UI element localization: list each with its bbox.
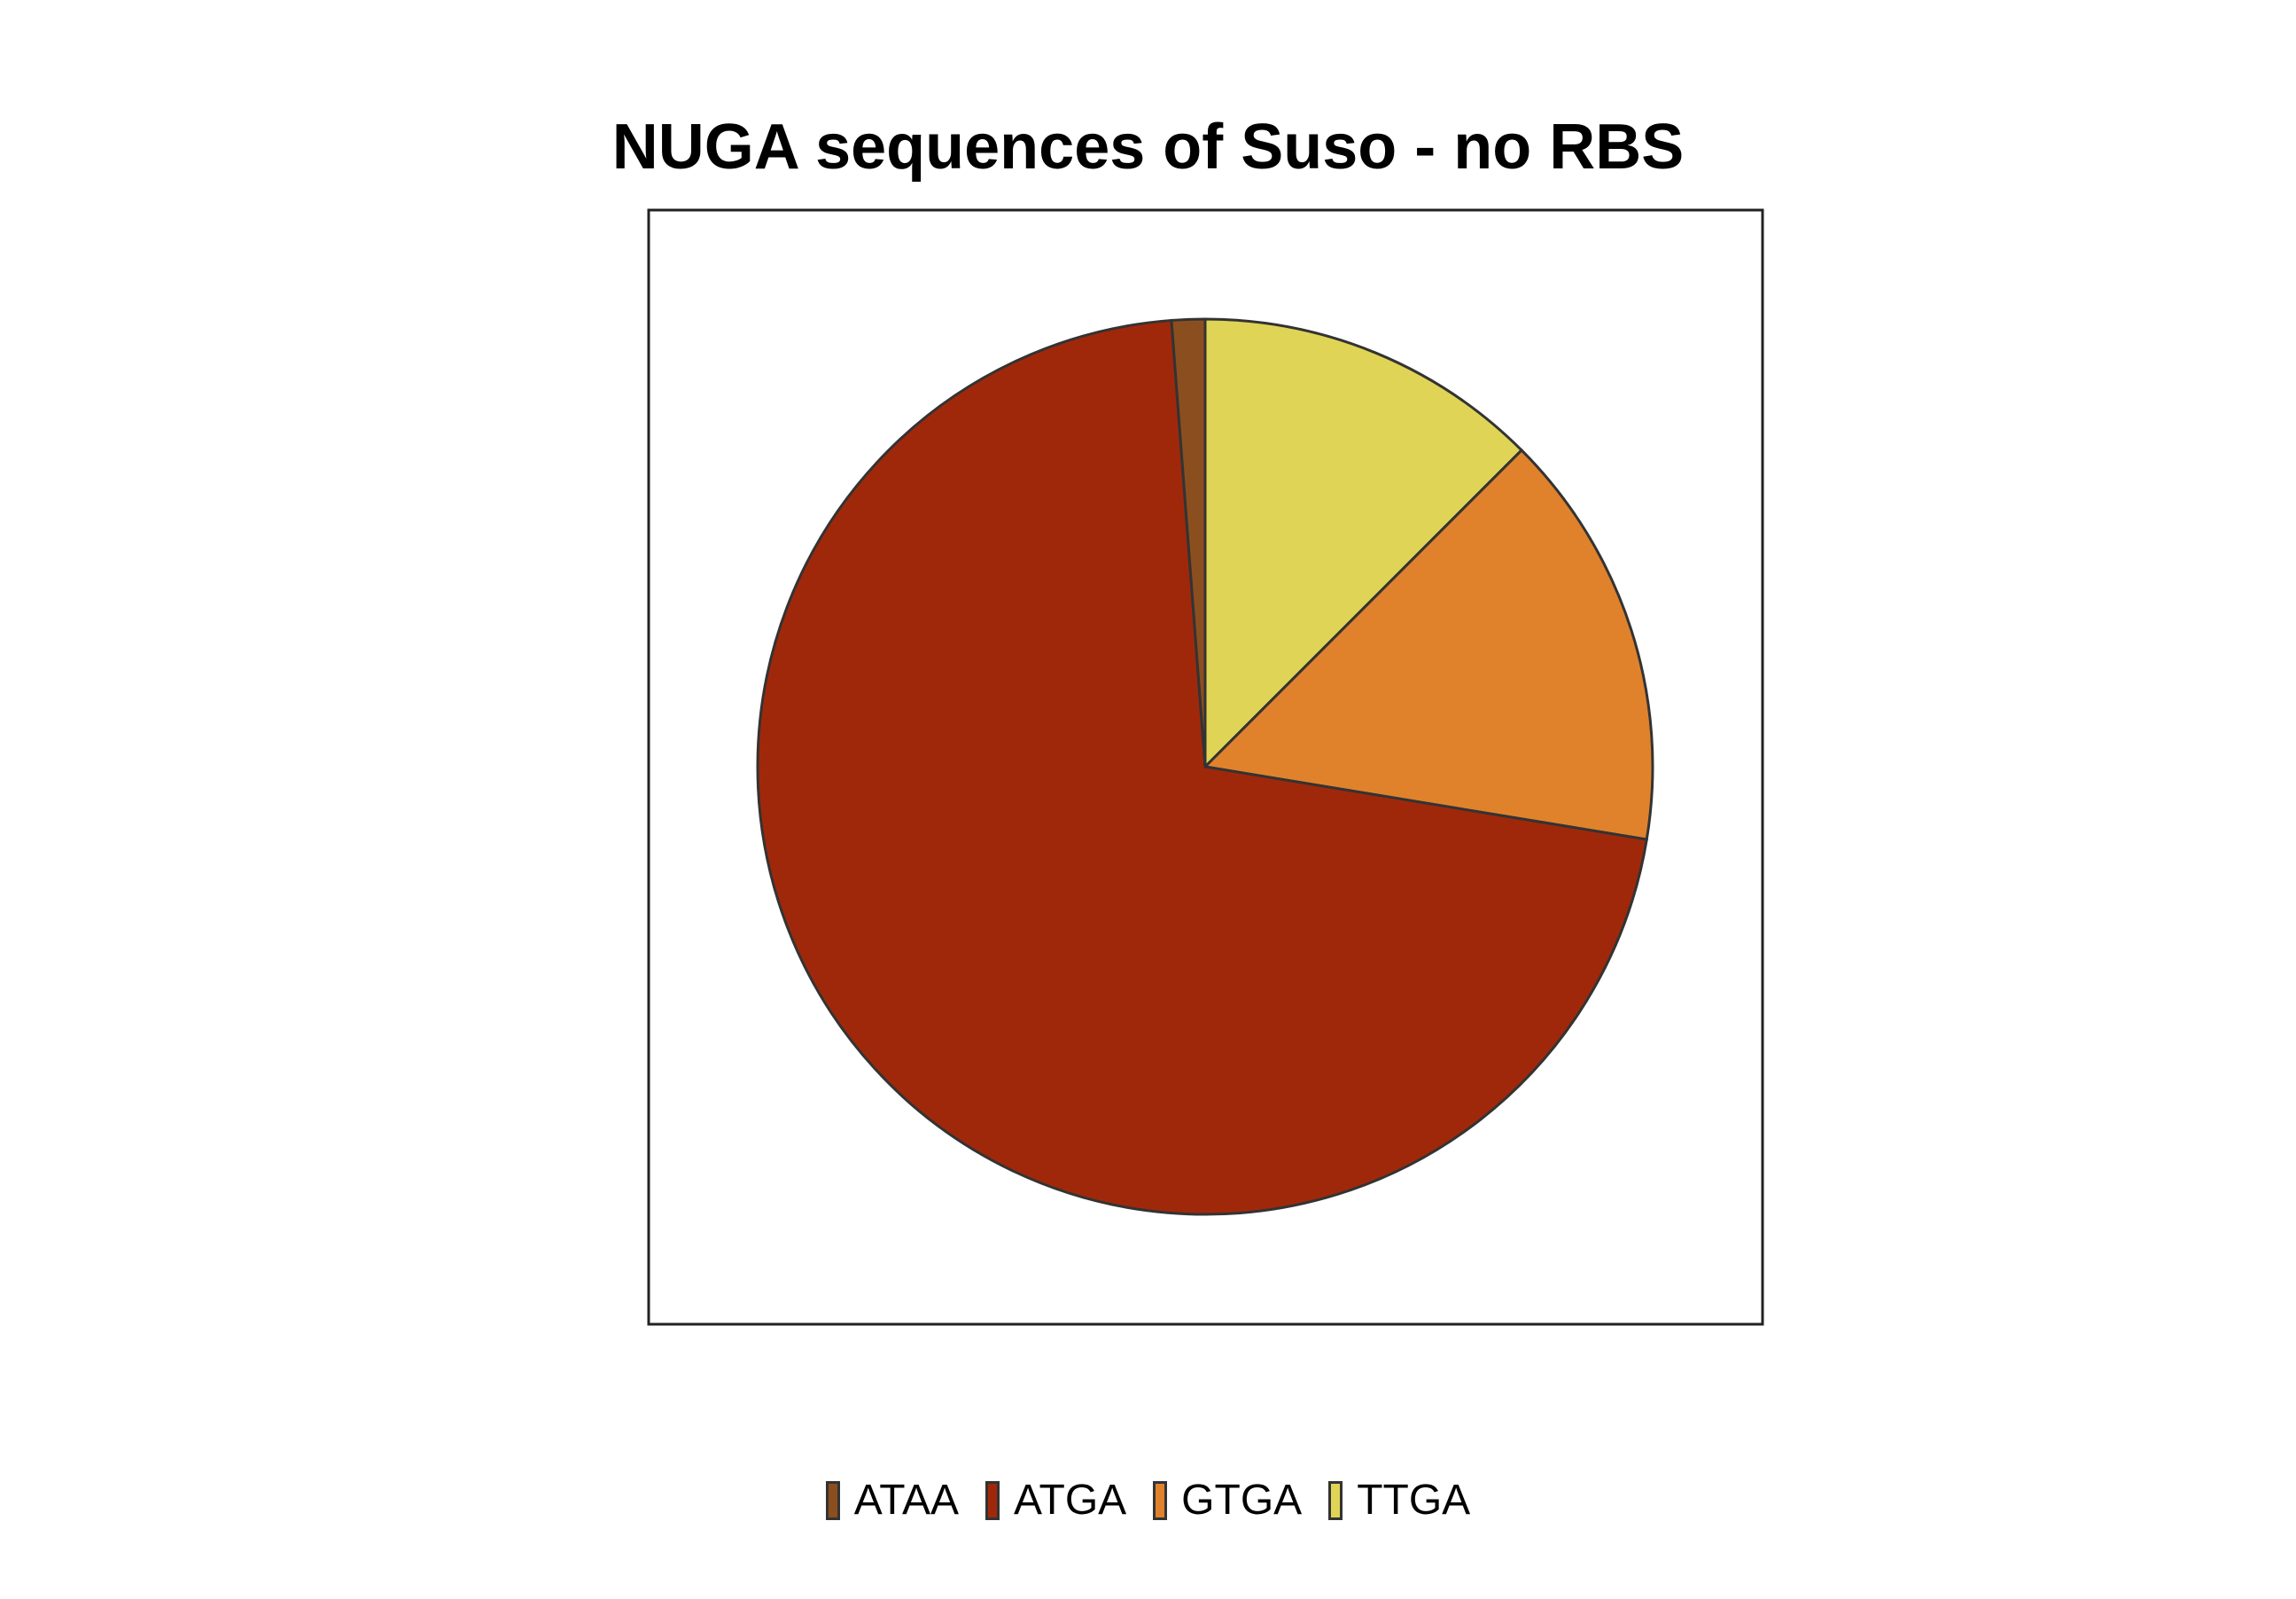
legend: ATAA ATGA GTGA TTGA (0, 1476, 2296, 1525)
legend-item-gtga: GTGA (1153, 1476, 1302, 1525)
legend-swatch-atga (985, 1480, 1000, 1520)
legend-item-ttga: TTGA (1328, 1476, 1470, 1525)
pie-slice-gtga (1202, 448, 1654, 841)
pie-slice-ttga (1203, 317, 1524, 770)
chart-title: NUGA sequences of Suso - no RBS (611, 112, 1685, 183)
legend-swatch-ataa (825, 1480, 840, 1520)
pie-slices (756, 317, 1654, 1216)
pie-slice-atga (756, 318, 1649, 1216)
legend-label-ataa: ATAA (853, 1477, 960, 1524)
legend-label-atga: ATGA (1014, 1477, 1127, 1524)
legend-label-ttga: TTGA (1357, 1477, 1471, 1524)
legend-item-atga: ATGA (985, 1476, 1126, 1525)
pie-slice-ataa (1170, 317, 1207, 768)
legend-swatch-ttga (1328, 1480, 1343, 1520)
legend-label-gtga: GTGA (1181, 1477, 1303, 1524)
legend-swatch-gtga (1153, 1480, 1168, 1520)
legend-item-ataa: ATAA (825, 1476, 960, 1525)
